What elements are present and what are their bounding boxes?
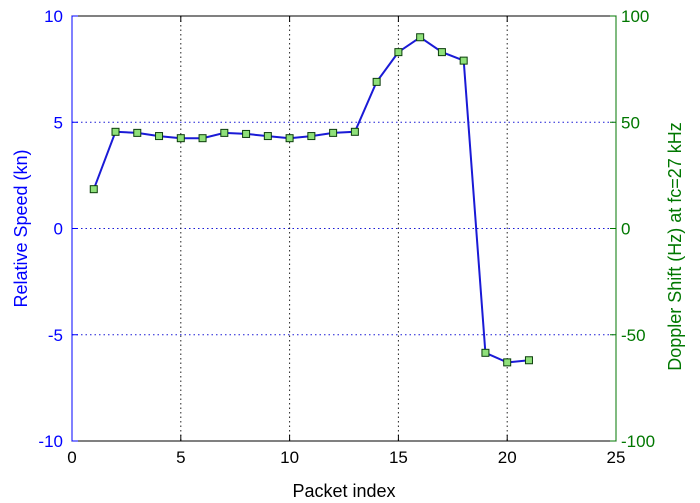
- data-point-marker: [111, 127, 120, 136]
- data-point-marker: [176, 134, 185, 143]
- x-tick-label: 10: [280, 448, 299, 467]
- data-point-marker: [220, 128, 229, 137]
- data-point-marker: [416, 33, 425, 42]
- x-tick-label: 25: [607, 448, 626, 467]
- series-layer: [89, 33, 533, 367]
- data-point-marker: [394, 48, 403, 57]
- y-left-tick-label: -5: [48, 326, 63, 345]
- data-point-marker: [242, 129, 251, 138]
- y-right-tick-label: 100: [621, 7, 649, 26]
- data-point-marker: [481, 348, 490, 357]
- data-point-marker: [155, 132, 164, 141]
- x-tick-label: 0: [67, 448, 76, 467]
- data-point-marker: [285, 134, 294, 143]
- data-point-marker: [329, 128, 338, 137]
- data-point-marker: [133, 128, 142, 137]
- y-right-tick-label: 50: [621, 113, 640, 132]
- y-left-tick-label: 10: [44, 7, 63, 26]
- y-left-tick-label: -10: [38, 432, 63, 451]
- x-tick-label: 15: [389, 448, 408, 467]
- data-point-marker: [198, 134, 207, 143]
- y-left-tick-label: 5: [54, 113, 63, 132]
- data-point-marker: [89, 185, 98, 194]
- labels-layer: Packet index Relative Speed (kn) Doppler…: [11, 122, 685, 501]
- y-left-tick-label: 0: [54, 220, 63, 239]
- data-point-marker: [503, 358, 512, 367]
- x-tick-label: 5: [176, 448, 185, 467]
- data-point-marker: [372, 77, 381, 86]
- data-point-marker: [459, 56, 468, 65]
- data-point-marker: [350, 127, 359, 136]
- y-axis-left-label: Relative Speed (kn): [11, 149, 31, 307]
- data-point-marker: [263, 132, 272, 141]
- y-right-tick-label: 0: [621, 220, 630, 239]
- data-point-marker: [524, 356, 533, 365]
- grid-layer: [72, 16, 616, 441]
- series-line: [92, 36, 530, 364]
- y-right-tick-label: -100: [621, 432, 655, 451]
- data-point-marker: [307, 132, 316, 141]
- x-tick-label: 20: [498, 448, 517, 467]
- x-axis-label: Packet index: [292, 481, 395, 501]
- data-point-marker: [437, 48, 446, 57]
- y-right-tick-label: -50: [621, 326, 646, 345]
- y-axis-right-label: Doppler Shift (Hz) at fc=27 kHz: [665, 122, 685, 371]
